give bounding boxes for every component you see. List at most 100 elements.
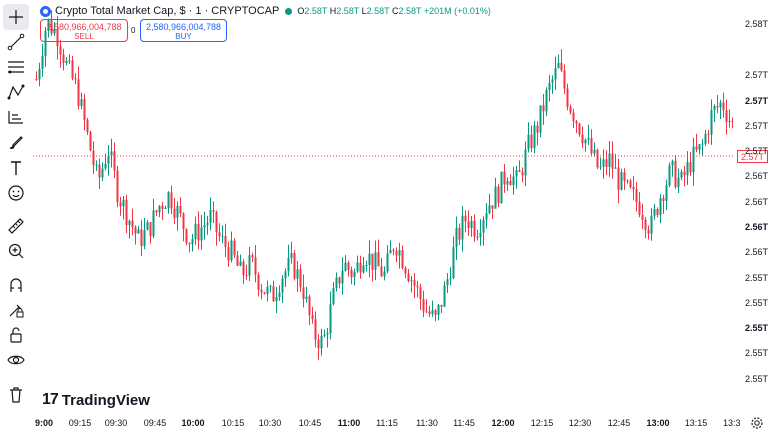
candle-body [581,134,584,144]
lock-icon[interactable] [3,322,29,348]
ohlc-high-key: H [329,6,337,16]
symbol-logo-icon [40,5,51,17]
candle-body [467,221,470,229]
price-axis[interactable]: 2.57T 2.58T 2.57T 2.57T 2.57T 2.57T 2.56T 2.56… [733,0,768,410]
candle-body [194,223,197,240]
text-icon[interactable] [3,155,29,181]
magnet-icon[interactable] [3,272,29,298]
candle-body [350,269,353,278]
candle-body [233,240,236,256]
eye-icon[interactable] [3,347,29,373]
candle-body [707,133,710,135]
candle-body [536,125,539,133]
zoom-in-icon[interactable] [3,238,29,264]
candle-body [710,110,713,135]
symbol-title[interactable]: Crypto Total Market Cap, $ · 1 · CRYPTOC… [55,5,280,17]
candle-body [539,105,542,133]
trendline-icon[interactable] [3,29,29,55]
candle-body [665,185,668,201]
time-axis[interactable]: 9:00 09:15 09:30 09:45 10:00 10:15 10:30 10:45 1… [33,412,741,432]
candle-body [530,134,533,149]
candle-body [320,335,323,349]
candle-body [542,105,545,112]
price-tick-label: 2.57T [745,121,768,131]
brush-icon[interactable] [3,129,29,155]
candle-body [653,209,656,216]
sell-button[interactable]: 2,580,966,004,788 SELL [40,19,128,42]
time-tick-label: 09:45 [143,418,167,428]
crosshair-icon[interactable] [3,4,29,30]
candle-body [44,30,47,57]
trash-icon[interactable] [3,382,29,408]
candle-body [500,171,503,204]
candle-body [644,219,647,230]
candle-body [218,232,221,237]
candle-body [332,288,335,305]
projection-icon[interactable] [3,104,29,130]
time-tick-label: 09:15 [68,418,92,428]
emoji-icon[interactable] [3,180,29,206]
time-tick-label: 10:15 [221,418,245,428]
candle-body [575,121,578,124]
candle-body [116,170,119,203]
candle-body [215,211,218,233]
candle-body [638,202,641,216]
ohlc-low-key: L [361,6,367,16]
price-tick-label: 2.57T [745,146,768,156]
candle-body [59,46,62,55]
candle-body [53,28,56,34]
candle-body [326,333,329,335]
fib-icon[interactable] [3,54,29,80]
candle-body [248,255,251,276]
candle-body [392,249,395,251]
candle-body [113,151,116,171]
candle-body [428,311,431,315]
candle-body [584,139,587,144]
settings-gear-icon[interactable] [750,416,764,430]
candle-body [698,144,701,150]
candle-body [62,54,65,63]
candle-body [251,255,254,258]
tradingview-logo[interactable]: 17 TradingView [42,391,150,409]
candle-body [230,240,233,261]
market-status-icon [285,7,293,15]
candle-body [203,225,206,228]
ruler-icon[interactable] [3,213,29,239]
candle-body [110,151,113,156]
candle-body [704,133,707,144]
candle-body [356,262,359,272]
ohlc-change: +201M (+0.01%) [423,6,491,16]
candlestick-chart[interactable] [33,0,733,410]
candle-body [659,198,662,216]
pattern-icon[interactable] [3,79,29,105]
candle-body [464,215,467,222]
candle-body [482,219,485,233]
candle-body [101,168,104,178]
candle-body [548,82,551,90]
candle-body [449,277,452,280]
candle-body [407,273,410,282]
price-tick-label: 2.55T [745,298,768,308]
candle-body [293,253,296,279]
candle-body [479,232,482,238]
candle-body [56,28,59,47]
candle-body [359,262,362,273]
candle-body [608,153,611,167]
candle-body [515,170,518,177]
price-tick-label: 2.55T [745,374,768,384]
candle-body [599,166,602,168]
candle-body [74,78,77,80]
buy-button[interactable]: 2,580,966,004,788 BUY [140,19,227,42]
candle-body [533,125,536,149]
price-tick-label: 2.57T [745,70,768,80]
candle-body [458,227,461,240]
time-tick-label: 13:15 [684,418,708,428]
candle-body [377,252,380,267]
candle-body [389,249,392,254]
time-tick-label: 9:00 [35,418,54,428]
candle-body [128,220,131,225]
candle-body [41,56,44,69]
lock-drawing-icon[interactable] [3,297,29,323]
candle-body [701,143,704,145]
candle-body [602,159,605,167]
